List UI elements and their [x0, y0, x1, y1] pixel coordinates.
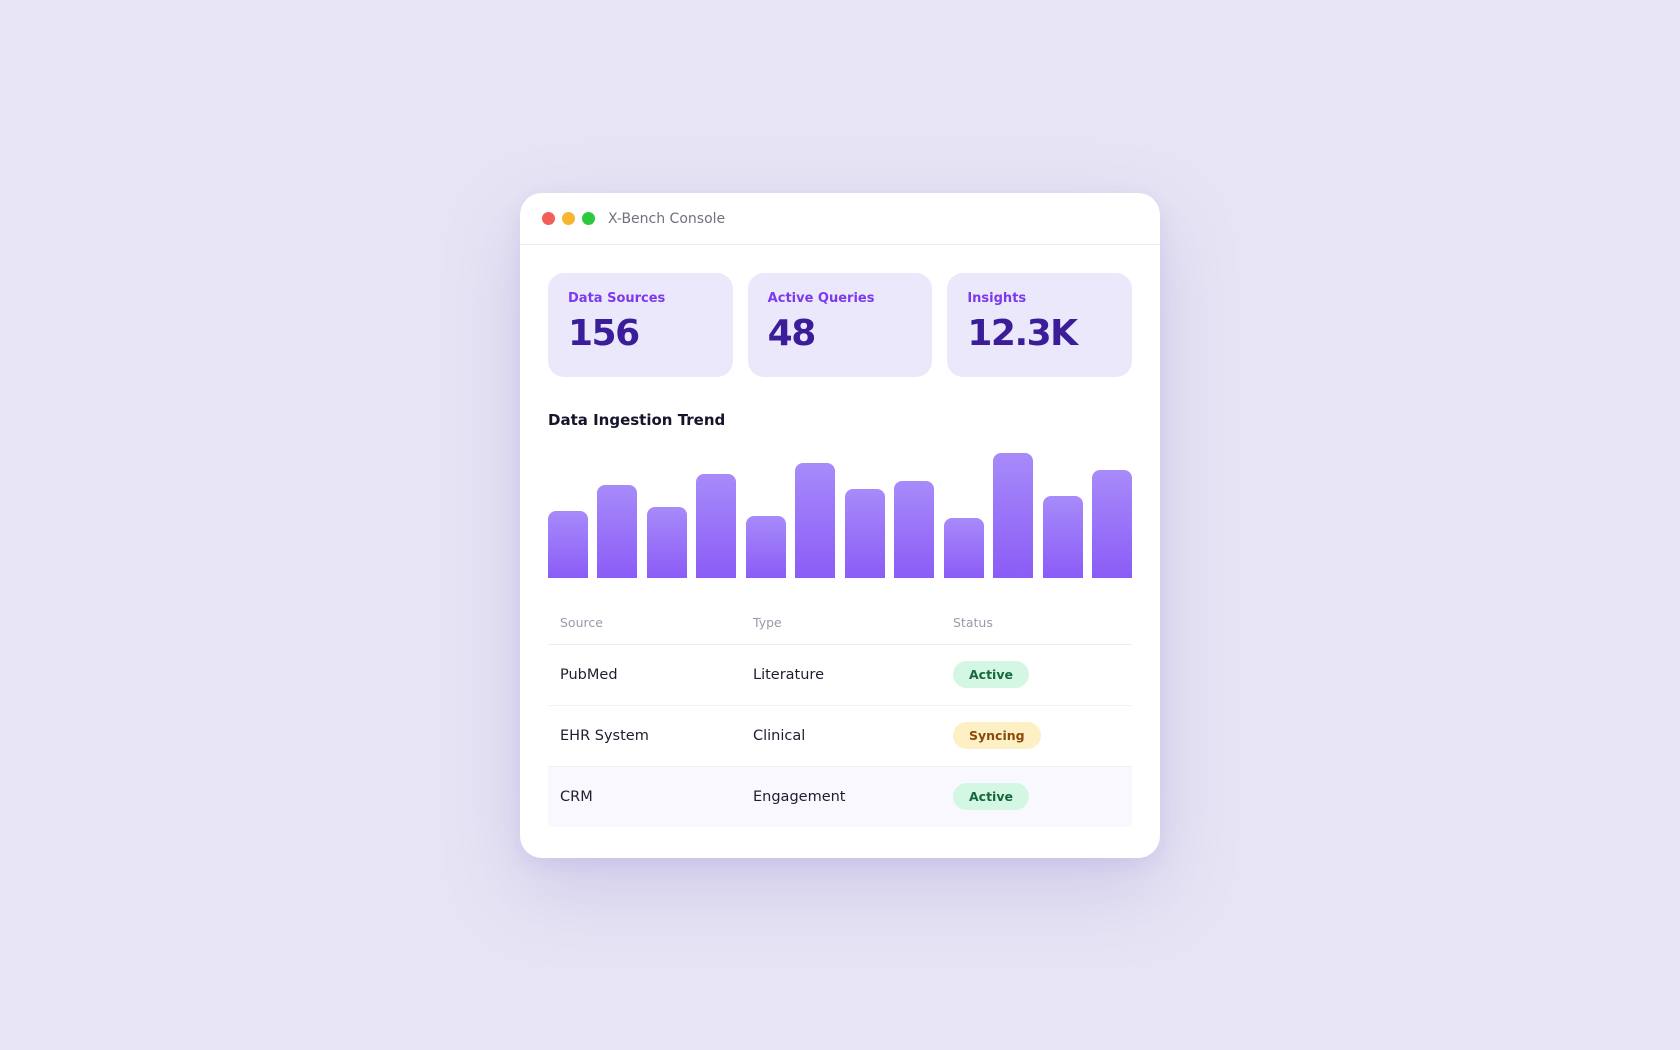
dashboard-content: Data Sources 156 Active Queries 48 Insig… [520, 245, 1160, 827]
table-row[interactable]: EHR System Clinical Syncing [548, 705, 1132, 767]
stat-value: 12.3K [967, 313, 1078, 354]
close-window-button[interactable] [542, 212, 555, 225]
chart-bar [943, 517, 984, 578]
cell-status: Active [941, 766, 1132, 827]
chart-bar [795, 462, 836, 578]
cell-type: Literature [741, 644, 941, 706]
chart-bar [1042, 495, 1083, 578]
cell-source: CRM [548, 766, 741, 827]
minimize-window-button[interactable] [562, 212, 575, 225]
chart-bar [597, 484, 638, 578]
status-badge: Syncing [953, 722, 1041, 749]
column-header-source: Source [548, 602, 741, 645]
chart-bar [894, 481, 935, 578]
console-window: X-Bench Console Data Sources 156 Active … [520, 193, 1160, 858]
status-badge: Active [953, 661, 1029, 688]
stat-value: 156 [568, 313, 640, 354]
stat-card-active-queries: Active Queries 48 [747, 273, 933, 377]
cell-source: EHR System [548, 705, 741, 767]
stat-label: Active Queries [767, 291, 875, 306]
chart-bar [1091, 470, 1132, 578]
ingestion-bar-chart [548, 453, 1132, 578]
chart-bar [548, 510, 588, 578]
maximize-window-button[interactable] [582, 212, 595, 225]
cell-type: Engagement [741, 766, 941, 827]
chart-bar [745, 515, 786, 578]
table-row[interactable]: PubMed Literature Active [548, 644, 1132, 706]
window-title: X-Bench Console [608, 210, 726, 227]
chart-bar [696, 473, 737, 578]
stats-row: Data Sources 156 Active Queries 48 Insig… [548, 273, 1133, 377]
table-row[interactable]: CRM Engagement Active [548, 766, 1132, 827]
column-header-status: Status [941, 602, 1132, 645]
stat-card-data-sources: Data Sources 156 [548, 273, 733, 377]
stat-label: Data Sources [568, 291, 666, 306]
cell-status: Active [941, 644, 1132, 706]
status-badge: Active [953, 783, 1029, 811]
stat-label: Insights [967, 291, 1027, 306]
sources-table: Source Type Status PubMed Literature Act… [548, 602, 1132, 827]
chart-bar [646, 506, 687, 578]
chart-bar [993, 453, 1034, 578]
chart-title: Data Ingestion Trend [548, 411, 726, 429]
cell-type: Clinical [741, 705, 941, 767]
column-header-type: Type [741, 602, 941, 645]
stat-card-insights: Insights 12.3K [947, 273, 1133, 377]
title-bar: X-Bench Console [520, 193, 1160, 245]
cell-status: Syncing [941, 705, 1132, 767]
stat-value: 48 [767, 313, 817, 354]
chart-bar [844, 488, 885, 578]
table-header-row: Source Type Status [548, 602, 1132, 645]
cell-source: PubMed [548, 644, 741, 706]
